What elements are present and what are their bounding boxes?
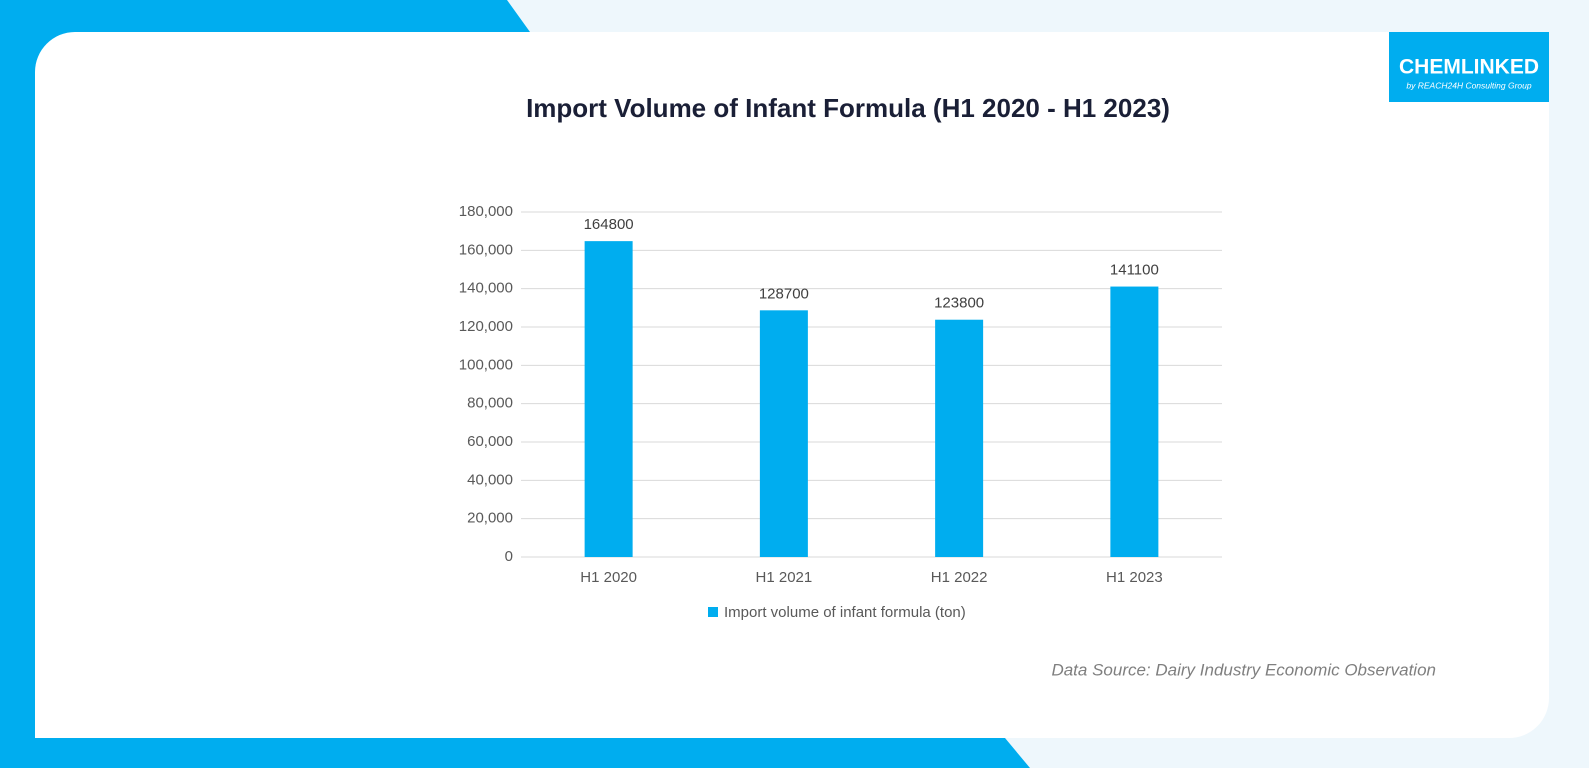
data-label: 123800 bbox=[934, 295, 984, 312]
x-tick-label: H1 2021 bbox=[756, 569, 813, 586]
bar bbox=[584, 241, 633, 557]
data-label: 141100 bbox=[1110, 262, 1159, 279]
data-label: 164800 bbox=[584, 216, 634, 233]
card-corner-round bbox=[35, 32, 75, 72]
bar bbox=[759, 310, 808, 557]
y-tick-label: 140,000 bbox=[459, 280, 513, 297]
bar bbox=[935, 319, 984, 557]
source-note: Data Source: Dairy Industry Economic Obs… bbox=[1051, 660, 1436, 679]
x-tick-label: H1 2023 bbox=[1106, 569, 1163, 586]
legend-label: Import volume of infant formula (ton) bbox=[724, 604, 966, 621]
y-tick-label: 120,000 bbox=[459, 318, 513, 335]
y-tick-label: 40,000 bbox=[467, 471, 513, 488]
x-tick-label: H1 2020 bbox=[580, 569, 637, 586]
logo-name: CHEMLINKED bbox=[1399, 56, 1539, 79]
y-tick-label: 80,000 bbox=[467, 395, 513, 412]
chart-title: Import Volume of Infant Formula (H1 2020… bbox=[526, 93, 1170, 123]
bar bbox=[1110, 286, 1159, 557]
data-label: 128700 bbox=[759, 285, 809, 302]
x-tick-label: H1 2022 bbox=[931, 569, 988, 586]
card-corner bbox=[35, 700, 75, 738]
logo-box bbox=[1389, 32, 1549, 102]
y-tick-label: 60,000 bbox=[467, 433, 513, 450]
y-tick-label: 0 bbox=[505, 548, 513, 565]
logo-tagline: by REACH24H Consulting Group bbox=[1406, 80, 1531, 90]
y-tick-label: 100,000 bbox=[459, 356, 513, 373]
y-tick-label: 180,000 bbox=[459, 203, 513, 220]
y-tick-label: 160,000 bbox=[459, 241, 513, 258]
legend-swatch bbox=[708, 607, 718, 617]
y-tick-label: 20,000 bbox=[467, 510, 513, 527]
